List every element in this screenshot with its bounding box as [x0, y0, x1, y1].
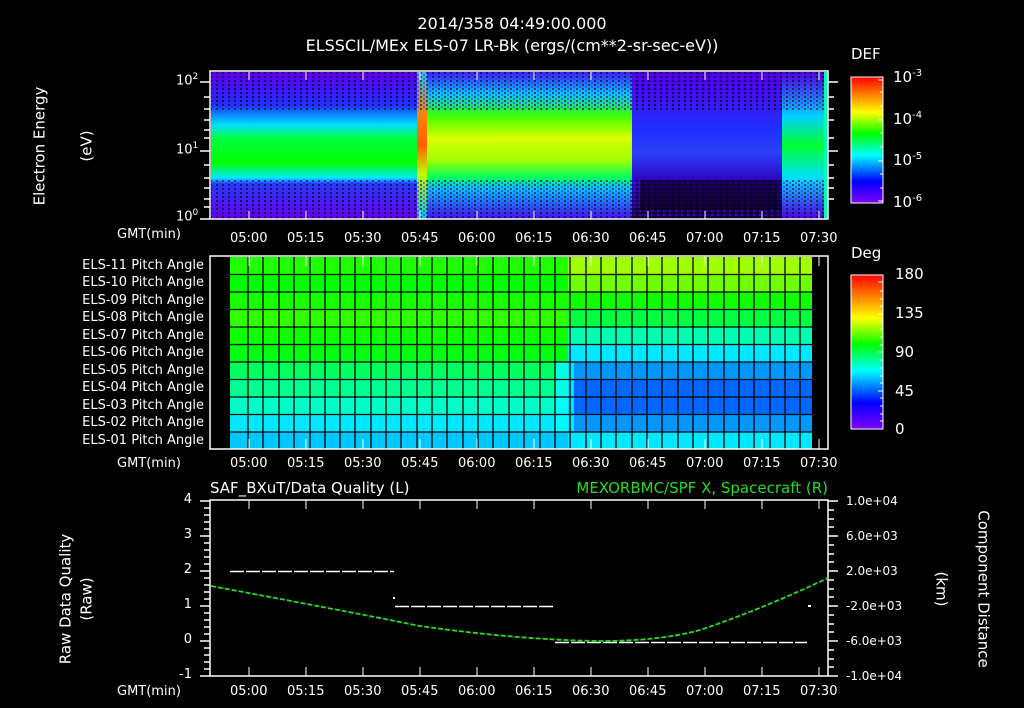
- deg-tick-45: 45: [895, 382, 915, 400]
- quality-plot-right-title: MEXORBMC/SPF X, Spacecraft (R): [576, 479, 828, 497]
- row-label-els-03: ELS-03 Pitch Angle: [82, 398, 204, 413]
- quality-plot-left-title: SAF_BXuT/Data Quality (L): [210, 479, 410, 497]
- deg-tick-135: 135: [895, 304, 924, 322]
- row-label-els-11: ELS-11 Pitch Angle: [82, 258, 204, 273]
- def-tick-1e-4: 10-4: [893, 110, 923, 128]
- deg-tick-180: 180: [895, 265, 924, 283]
- deg-colorbar-ticks: [878, 281, 883, 422]
- quality-axis-ticks: [200, 500, 838, 677]
- energy-axis-ticks: [200, 81, 838, 220]
- quality-axis-label: Raw Data Quality: [56, 533, 75, 665]
- row-label-els-06: ELS-06 Pitch Angle: [82, 345, 204, 360]
- x-axis-label-2: GMT(min): [117, 456, 181, 471]
- row-label-els-09: ELS-09 Pitch Angle: [82, 293, 204, 308]
- time-ticks: [248, 72, 820, 676]
- energy-tick-10: 101: [176, 141, 199, 158]
- deg-tick-90: 90: [895, 343, 915, 361]
- energy-tick-1: 100: [176, 208, 199, 225]
- plot-subtitle: ELSSCIL/MEx ELS-07 LR-Bk (ergs/(cm**2-sr…: [305, 36, 719, 55]
- pitch-angle-grid: [230, 257, 812, 449]
- deg-colorbar: [850, 274, 884, 430]
- def-tick-1e-3: 10-3: [893, 68, 923, 86]
- quality-axis-unit: (Raw): [77, 577, 96, 621]
- x-axis-label-3: GMT(min): [117, 684, 181, 699]
- pitch-angle-frame: [209, 255, 829, 450]
- row-label-els-10: ELS-10 Pitch Angle: [82, 275, 204, 290]
- row-label-els-08: ELS-08 Pitch Angle: [82, 310, 204, 325]
- row-label-els-01: ELS-01 Pitch Angle: [82, 433, 204, 448]
- row-label-els-07: ELS-07 Pitch Angle: [82, 328, 204, 343]
- x-axis-label-1: GMT(min): [117, 227, 181, 242]
- deg-tick-0: 0: [895, 420, 905, 438]
- spf-x-series: [210, 577, 829, 642]
- plot-datetime: 2014/358 04:49:00.000: [417, 14, 607, 33]
- data-quality-series: [230, 570, 807, 644]
- energy-axis-label: Electron Energy: [30, 86, 49, 206]
- def-colorbar-title: DEF: [851, 45, 881, 63]
- def-colorbar-ticks: [878, 79, 883, 202]
- distance-axis-label: Component Distance: [974, 510, 993, 668]
- energy-tick-100: 102: [176, 72, 199, 89]
- distance-axis-unit: (km): [932, 571, 951, 607]
- deg-colorbar-title: Deg: [851, 244, 882, 262]
- def-colorbar: [850, 76, 884, 204]
- energy-spectrogram: [211, 72, 828, 219]
- energy-axis-unit: (eV): [77, 130, 96, 162]
- quality-plot-frame: [209, 499, 829, 677]
- row-label-els-05: ELS-05 Pitch Angle: [82, 363, 204, 378]
- def-tick-1e-5: 10-5: [893, 151, 923, 169]
- def-tick-1e-6: 10-6: [893, 193, 923, 211]
- row-label-els-02: ELS-02 Pitch Angle: [82, 415, 204, 430]
- row-label-els-04: ELS-04 Pitch Angle: [82, 380, 204, 395]
- spectrogram-frame: [209, 70, 829, 220]
